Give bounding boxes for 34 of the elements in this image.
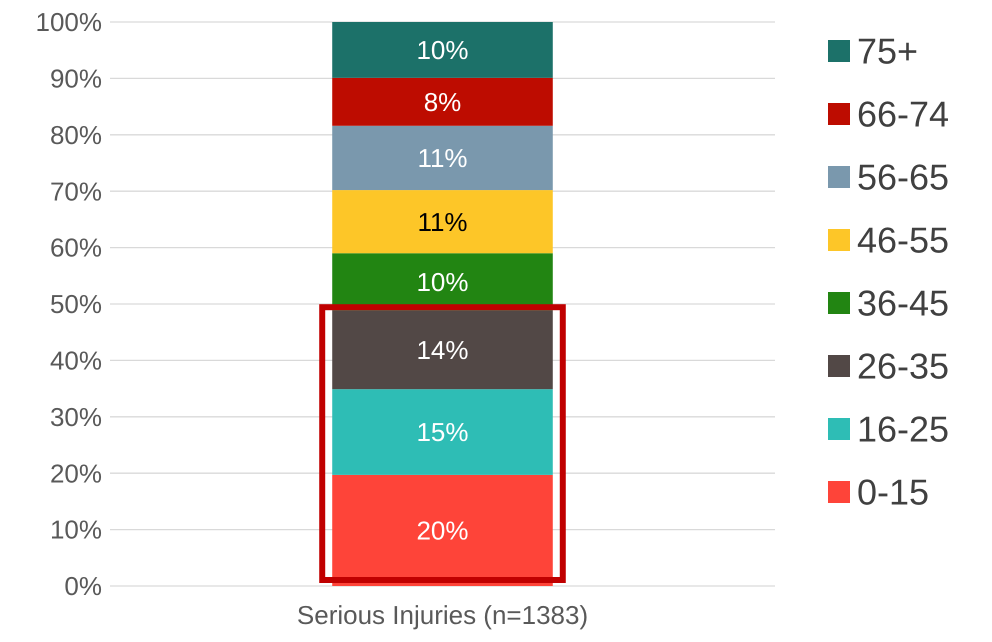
data-label: 10% — [416, 35, 469, 66]
y-tick-label: 60% — [50, 232, 102, 263]
bar — [332, 22, 553, 78]
y-tick-label: 100% — [36, 7, 102, 38]
y-tick-label: 50% — [50, 289, 102, 320]
y-tick-label: 80% — [50, 120, 102, 150]
data-label: 8% — [424, 86, 462, 117]
bar — [332, 126, 553, 190]
y-tick-label: 0% — [64, 571, 102, 602]
legend-label: 56-65 — [857, 156, 950, 198]
data-label: 10% — [416, 266, 469, 297]
bar — [332, 78, 553, 126]
y-tick-label: 90% — [50, 64, 102, 94]
bar — [332, 389, 553, 475]
legend-label: 36-45 — [857, 282, 950, 324]
data-label: 11% — [417, 143, 468, 174]
legend-label: 16-25 — [857, 408, 950, 450]
legend-label: 0-15 — [857, 472, 930, 513]
y-tick-label: 10% — [50, 514, 102, 545]
bar — [332, 310, 553, 390]
legend-label: 75+ — [857, 30, 918, 72]
data-label: 20% — [416, 516, 469, 546]
legend-label: 66-74 — [857, 94, 950, 135]
data-label: 11% — [417, 206, 468, 237]
legend-label: 26-35 — [857, 346, 950, 387]
x-tick-label: Serious Injuries (n=1383) — [296, 600, 588, 630]
bar — [332, 190, 553, 254]
legend-label: 46-55 — [857, 220, 950, 261]
y-tick-label: 30% — [50, 402, 102, 432]
y-tick-label: 20% — [50, 458, 102, 488]
data-label: 14% — [416, 334, 469, 365]
y-tick-label: 70% — [50, 176, 102, 206]
data-label: 15% — [416, 417, 469, 448]
y-tick-label: 40% — [50, 346, 102, 376]
